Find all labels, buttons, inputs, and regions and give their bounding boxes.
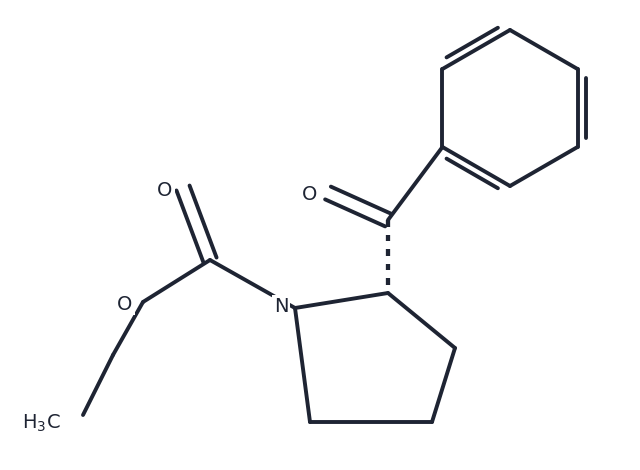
Text: H$_3$C: H$_3$C [22,412,61,434]
Text: O: O [157,180,173,199]
Text: N: N [274,297,288,315]
Text: O: O [117,295,132,313]
Text: O: O [302,186,317,204]
